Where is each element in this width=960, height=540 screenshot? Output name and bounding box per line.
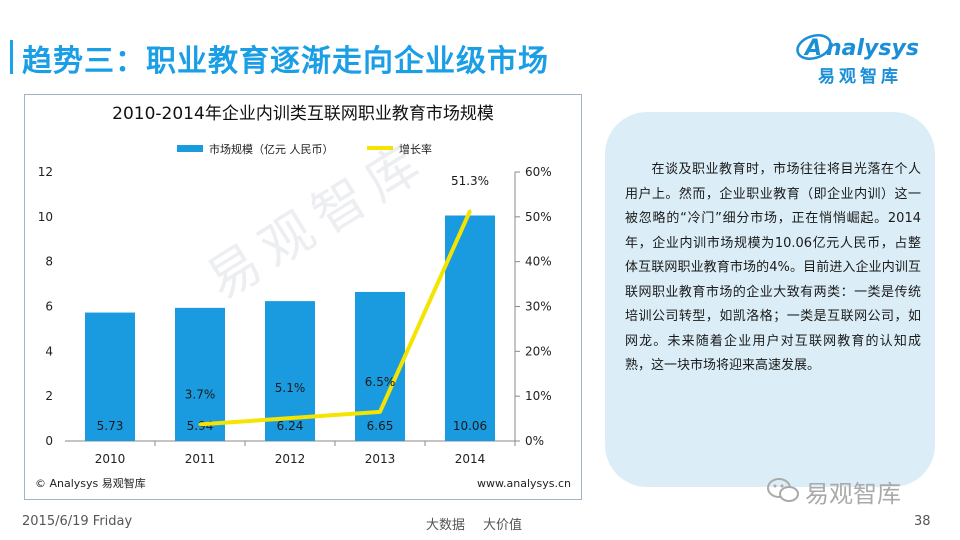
legend-swatch-growth-rate — [367, 146, 393, 150]
x-tick-label: 2010 — [95, 452, 126, 466]
bar-2013 — [355, 291, 405, 441]
source-right: www.analysys.cn — [477, 477, 571, 490]
bar-value-label: 5.94 — [187, 419, 214, 433]
y-left-tick-label: 8 — [45, 255, 53, 269]
y-left-tick-label: 6 — [45, 300, 53, 314]
logo-swoosh-icon: A nalysys — [796, 34, 919, 61]
bar-2011 — [175, 307, 225, 441]
wechat-badge: 易观智库 — [765, 470, 935, 510]
logo-wordmark: nalysys — [826, 36, 919, 61]
y-left-tick-label: 2 — [45, 389, 53, 403]
y-right-tick-label: 60% — [525, 165, 552, 179]
footer-slogan-a: 大数据 — [426, 518, 466, 533]
y-left-tick-label: 12 — [38, 165, 53, 179]
source-left: © Analysys 易观智库 — [35, 476, 146, 490]
growth-value-label: 51.3% — [451, 174, 489, 188]
page-number: 38 — [914, 514, 931, 529]
growth-point-2011 — [198, 422, 202, 426]
growth-point-2014 — [468, 209, 472, 213]
growth-point-2013 — [378, 410, 382, 414]
y-left-tick-label: 0 — [45, 434, 53, 448]
bar-value-label: 6.24 — [277, 419, 304, 433]
y-left-tick-label: 4 — [45, 344, 53, 358]
summary-note: 在谈及职业教育时，市场往往将目光落在个人用户上。然而，企业职业教育（即企业内训）… — [605, 112, 935, 487]
x-tick-label: 2013 — [365, 452, 396, 466]
x-tick-label: 2012 — [275, 452, 306, 466]
wechat-account-name: 易观智库 — [805, 480, 901, 508]
y-right-tick-label: 30% — [525, 300, 552, 314]
analysys-logo: A nalysys 易观智库 — [790, 28, 940, 88]
chart-container: 2010-2014年企业内训类互联网职业教育市场规模市场规模（亿元 人民币） 增长… — [24, 94, 582, 500]
wechat-icon — [767, 478, 799, 502]
y-right-tick-label: 10% — [525, 389, 552, 403]
page-title: 趋势三：职业教育逐渐走向企业级市场 — [22, 44, 549, 79]
logo-initial: A — [803, 36, 822, 61]
logo-cn-text: 易观智库 — [818, 67, 902, 87]
growth-rate-line — [199, 210, 472, 427]
bar-value-label: 5.73 — [97, 419, 124, 433]
x-tick-label: 2011 — [185, 452, 216, 466]
summary-text: 在谈及职业教育时，市场往往将目光落在个人用户上。然而，企业职业教育（即企业内训）… — [625, 162, 921, 373]
y-right-tick-label: 20% — [525, 344, 552, 358]
legend-label-growth-rate: 增长率 — [399, 142, 432, 156]
footer-slogan-b: 大价值 — [483, 518, 523, 533]
legend-swatch-market-size — [177, 145, 203, 152]
growth-value-label: 3.7% — [185, 387, 216, 401]
y-right-tick-label: 50% — [525, 210, 552, 224]
growth-value-label: 5.1% — [275, 381, 306, 395]
bar-2010 — [85, 312, 135, 441]
y-right-tick-label: 0% — [525, 434, 544, 448]
x-tick-label: 2014 — [455, 452, 486, 466]
bar-value-label: 10.06 — [453, 419, 487, 433]
growth-point-2012 — [288, 416, 292, 420]
title-accent-bar — [10, 40, 13, 74]
chart-title: 2010-2014年企业内训类互联网职业教育市场规模 — [112, 104, 494, 124]
y-left-tick-label: 10 — [38, 210, 53, 224]
growth-value-label: 6.5% — [365, 375, 396, 389]
y-right-tick-label: 40% — [525, 255, 552, 269]
bar-value-label: 6.65 — [367, 419, 394, 433]
footer-date: 2015/6/19 Friday — [22, 514, 133, 529]
legend-label-market-size: 市场规模（亿元 人民币） — [209, 142, 334, 156]
footer-slogan: 大数据 大价值 — [426, 514, 522, 533]
